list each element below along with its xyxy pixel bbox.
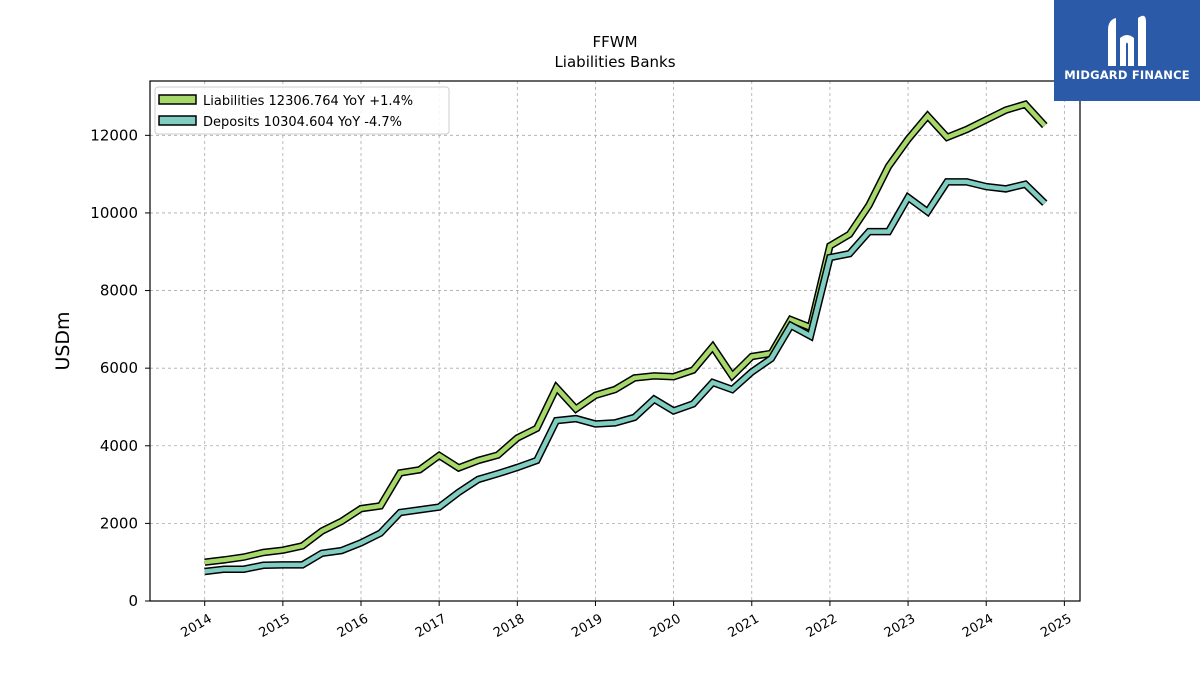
y-tick-label: 2000 [100, 514, 138, 532]
y-tick-label: 4000 [100, 437, 138, 455]
legend-label-deposits: Deposits 10304.604 YoY -4.7% [203, 115, 402, 130]
x-tick-label: 2020 [647, 611, 683, 641]
x-tick-label: 2025 [1038, 611, 1074, 641]
x-tick-label: 2018 [491, 611, 527, 641]
legend-label-liabilities: Liabilities 12306.764 YoY +1.4% [203, 94, 413, 109]
y-tick-label: 8000 [100, 282, 138, 300]
midgard-logo-icon [1108, 15, 1146, 66]
grid-lines [150, 81, 1080, 602]
y-tick-label: 12000 [90, 126, 138, 144]
y-axis: 0 2000 4000 6000 8000 10000 12000 [90, 126, 150, 610]
legend: Liabilities 12306.764 YoY +1.4% Deposits… [154, 86, 450, 135]
x-tick-label: 2016 [335, 611, 371, 641]
x-tick-label: 2022 [804, 611, 840, 641]
y-axis-label: USDm [52, 311, 74, 370]
y-tick-label: 6000 [100, 359, 138, 377]
legend-swatch-liabilities [158, 94, 197, 105]
series-line-liabilities [204, 101, 1047, 565]
x-axis: 2014 2015 2016 2017 2018 2019 2020 2021 2022 2023… [179, 601, 1074, 641]
series-outline-deposits [204, 178, 1048, 576]
x-tick-label: 2023 [882, 611, 918, 641]
y-tick-label: 10000 [90, 204, 138, 222]
series-outline-liabilities [204, 100, 1048, 566]
chart-subtitle: Liabilities Banks [554, 53, 675, 71]
chart-title: FFWM [592, 33, 637, 51]
legend-box [154, 86, 450, 135]
x-tick-label: 2019 [569, 611, 605, 641]
x-tick-label: 2021 [726, 611, 762, 641]
x-tick-label: 2017 [413, 611, 449, 641]
plot-area-frame [149, 80, 1081, 602]
brand-name: MIDGARD FINANCE [1064, 68, 1190, 82]
series-lines [204, 100, 1048, 576]
x-tick-label: 2015 [257, 611, 293, 641]
x-tick-label: 2014 [179, 611, 215, 641]
series-line-deposits [204, 179, 1047, 574]
y-tick-label: 0 [128, 592, 138, 610]
legend-swatch-deposits [158, 115, 197, 126]
brand-logo: MIDGARD FINANCE [1054, 0, 1200, 101]
x-tick-label: 2024 [960, 611, 996, 641]
